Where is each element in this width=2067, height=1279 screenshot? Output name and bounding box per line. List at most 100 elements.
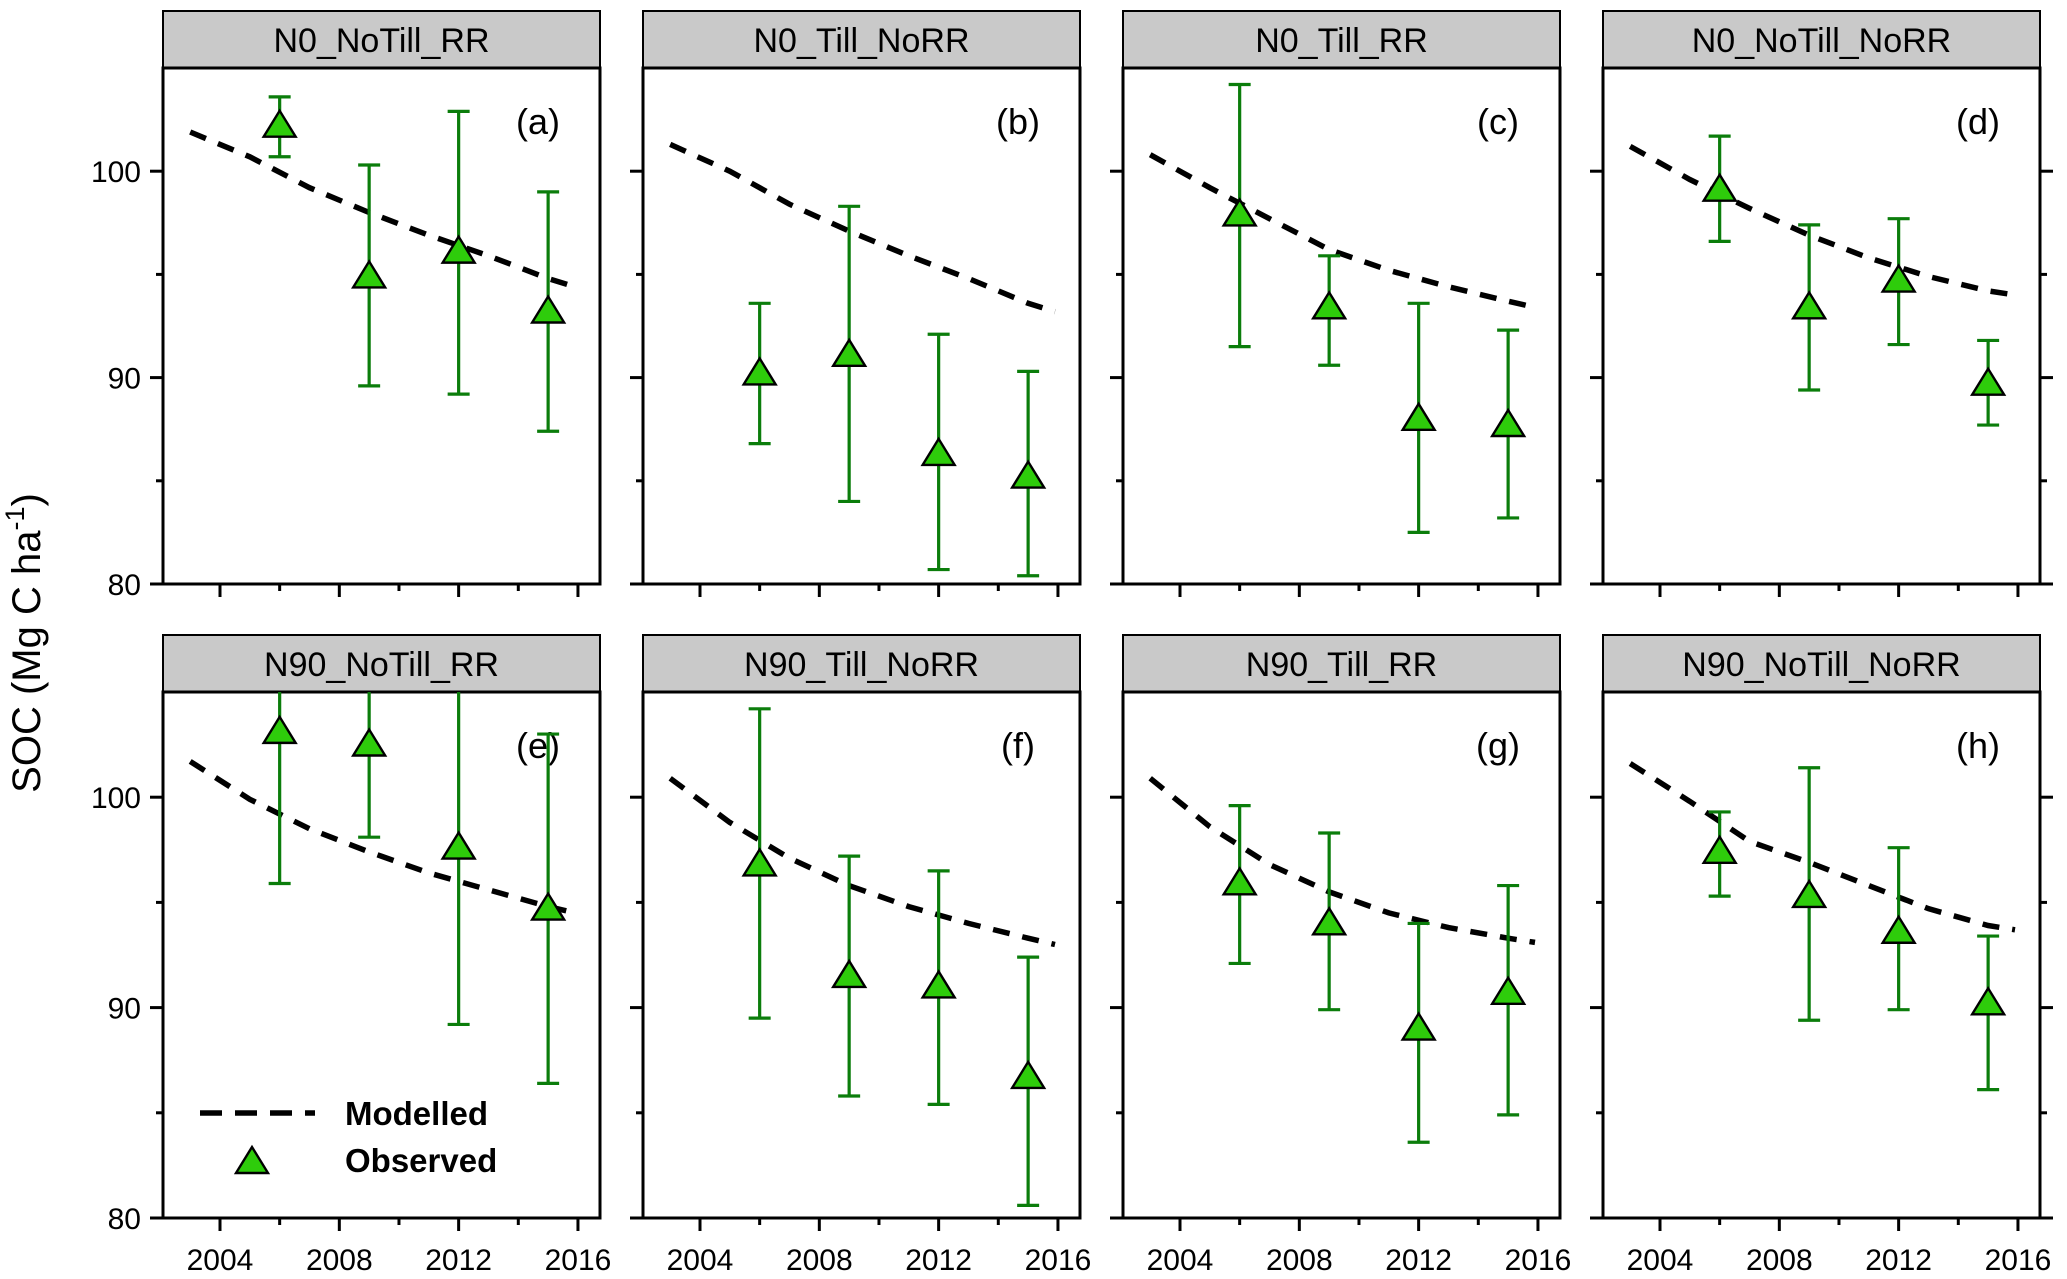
observed-marker bbox=[1400, 401, 1437, 432]
panel-h: N90_NoTill_NoRR 2004 2008 2012 2016 (h) bbox=[1590, 634, 2053, 1277]
panel-letter: (c) bbox=[1477, 101, 1519, 142]
x-tick-label: 2016 bbox=[1025, 1244, 1092, 1277]
x-tick-label: 2004 bbox=[1147, 1244, 1214, 1277]
y-axis-title-suffix: ) bbox=[5, 493, 49, 506]
observed-marker bbox=[1009, 1059, 1047, 1090]
x-tick-label: 2004 bbox=[187, 1244, 254, 1277]
observed-marker bbox=[529, 294, 567, 324]
observed-marker bbox=[920, 436, 957, 467]
modelled-line bbox=[669, 141, 1056, 315]
panel-header bbox=[1602, 634, 2041, 693]
observed-marker bbox=[1400, 1011, 1437, 1041]
y-axis-title-text: SOC (Mg C ha bbox=[5, 530, 49, 793]
modelled-line bbox=[188, 759, 576, 916]
observed-marker bbox=[1791, 290, 1828, 320]
x-tick-label: 2016 bbox=[1505, 1244, 1572, 1277]
y-tick-label: 100 bbox=[91, 782, 141, 815]
panel-f: N90_Till_NoRR 2004 2008 2012 2016 (f) bbox=[630, 634, 1092, 1277]
panel-header bbox=[1122, 634, 1561, 693]
y-tick-label: 90 bbox=[108, 993, 141, 1026]
modelled-line bbox=[1628, 143, 2016, 298]
modelled-line bbox=[189, 129, 576, 290]
observed-marker bbox=[1701, 834, 1738, 864]
modelled-line bbox=[1148, 776, 1536, 946]
panel-letter: (d) bbox=[1956, 101, 2000, 142]
panel-frame bbox=[161, 66, 602, 586]
observed-marker bbox=[1221, 197, 1258, 227]
panel-frame bbox=[641, 690, 1082, 1220]
observed-marker bbox=[1221, 866, 1258, 896]
observed-marker bbox=[1489, 407, 1527, 438]
observed-marker bbox=[741, 847, 778, 877]
panel-frame bbox=[161, 690, 602, 1220]
x-tick-label: 2012 bbox=[425, 1244, 492, 1277]
x-tick-label: 2008 bbox=[306, 1244, 373, 1277]
panel-header bbox=[1602, 10, 2041, 69]
x-tick-label: 2012 bbox=[1865, 1244, 1932, 1277]
observed-marker bbox=[261, 714, 298, 745]
observed-marker bbox=[440, 830, 477, 860]
panel-frame bbox=[641, 66, 1082, 586]
panel-d: N0_NoTill_NoRR (d) bbox=[1590, 10, 2053, 597]
panel-letter: (b) bbox=[996, 101, 1040, 142]
observed-marker bbox=[1489, 975, 1527, 1005]
x-tick-label: 2008 bbox=[786, 1244, 853, 1277]
observed-marker bbox=[1880, 914, 1917, 944]
observed-marker bbox=[1969, 985, 2007, 1016]
panel-header bbox=[642, 10, 1081, 69]
y-axis-title-superscript: -1 bbox=[0, 507, 30, 531]
y-tick-label: 100 bbox=[91, 156, 141, 189]
panel-frame bbox=[1601, 690, 2042, 1220]
x-tick-label: 2008 bbox=[1746, 1244, 1813, 1277]
x-tick-label: 2004 bbox=[667, 1244, 734, 1277]
x-tick-label: 2012 bbox=[905, 1244, 972, 1277]
panel-header bbox=[162, 10, 601, 69]
observed-marker bbox=[920, 969, 957, 999]
panel-letter: (g) bbox=[1476, 725, 1520, 766]
y-tick-label: 80 bbox=[108, 1203, 141, 1236]
panel-letter: (h) bbox=[1956, 725, 2000, 766]
panel-header bbox=[162, 634, 601, 693]
panel-frame bbox=[1121, 690, 1562, 1220]
observed-marker bbox=[1311, 290, 1348, 320]
panel-c: N0_Till_RR (c) bbox=[1110, 10, 1562, 597]
panel-title: N90_Till_RR bbox=[1246, 646, 1437, 684]
observed-marker bbox=[831, 958, 868, 989]
observed-marker bbox=[1009, 459, 1047, 489]
panel-title: N90_Till_NoRR bbox=[744, 646, 979, 684]
x-tick-label: 2016 bbox=[1985, 1244, 2052, 1277]
panel-letter: (e) bbox=[516, 725, 560, 766]
modelled-line bbox=[1148, 152, 1536, 311]
legend: Modelled Observed bbox=[200, 1095, 497, 1179]
panel-title: N90_NoTill_RR bbox=[264, 646, 499, 684]
x-tick-label: 2004 bbox=[1627, 1244, 1694, 1277]
panel-b: N0_Till_NoRR (b) bbox=[630, 10, 1082, 597]
y-tick-label: 90 bbox=[108, 363, 141, 396]
panel-frame bbox=[1601, 66, 2042, 586]
legend-modelled-label: Modelled bbox=[345, 1095, 488, 1132]
legend-observed-label: Observed bbox=[345, 1142, 497, 1179]
x-tick-label: 2008 bbox=[1266, 1244, 1333, 1277]
observed-marker bbox=[261, 108, 298, 138]
observed-marker bbox=[351, 259, 388, 289]
panel-title: N0_NoTill_NoRR bbox=[1692, 22, 1951, 60]
y-tick-label: 80 bbox=[108, 569, 141, 602]
x-tick-label: 2016 bbox=[545, 1244, 612, 1277]
panel-a: N0_NoTill_RR 100 90 80 (a) bbox=[91, 10, 602, 602]
observed-marker bbox=[741, 356, 778, 386]
observed-marker bbox=[351, 727, 388, 757]
panel-letter: (a) bbox=[516, 101, 560, 142]
observed-marker bbox=[1701, 172, 1738, 202]
observed-marker bbox=[1969, 366, 2007, 396]
panel-e: N90_NoTill_RR 100 90 80 2004 2008 2012 2016 (e) M… bbox=[91, 634, 612, 1277]
panel-g: N90_Till_RR 2004 2008 2012 2016 (g) bbox=[1110, 634, 1572, 1277]
panel-title: N0_Till_NoRR bbox=[753, 22, 969, 60]
observed-marker bbox=[1880, 263, 1917, 293]
y-axis-title: SOC (Mg C ha-1) bbox=[0, 493, 49, 793]
panel-frame bbox=[1121, 66, 1562, 586]
observed-marker bbox=[529, 891, 567, 921]
panel-title: N90_NoTill_NoRR bbox=[1682, 646, 1960, 684]
panel-title: N0_NoTill_RR bbox=[273, 22, 489, 60]
